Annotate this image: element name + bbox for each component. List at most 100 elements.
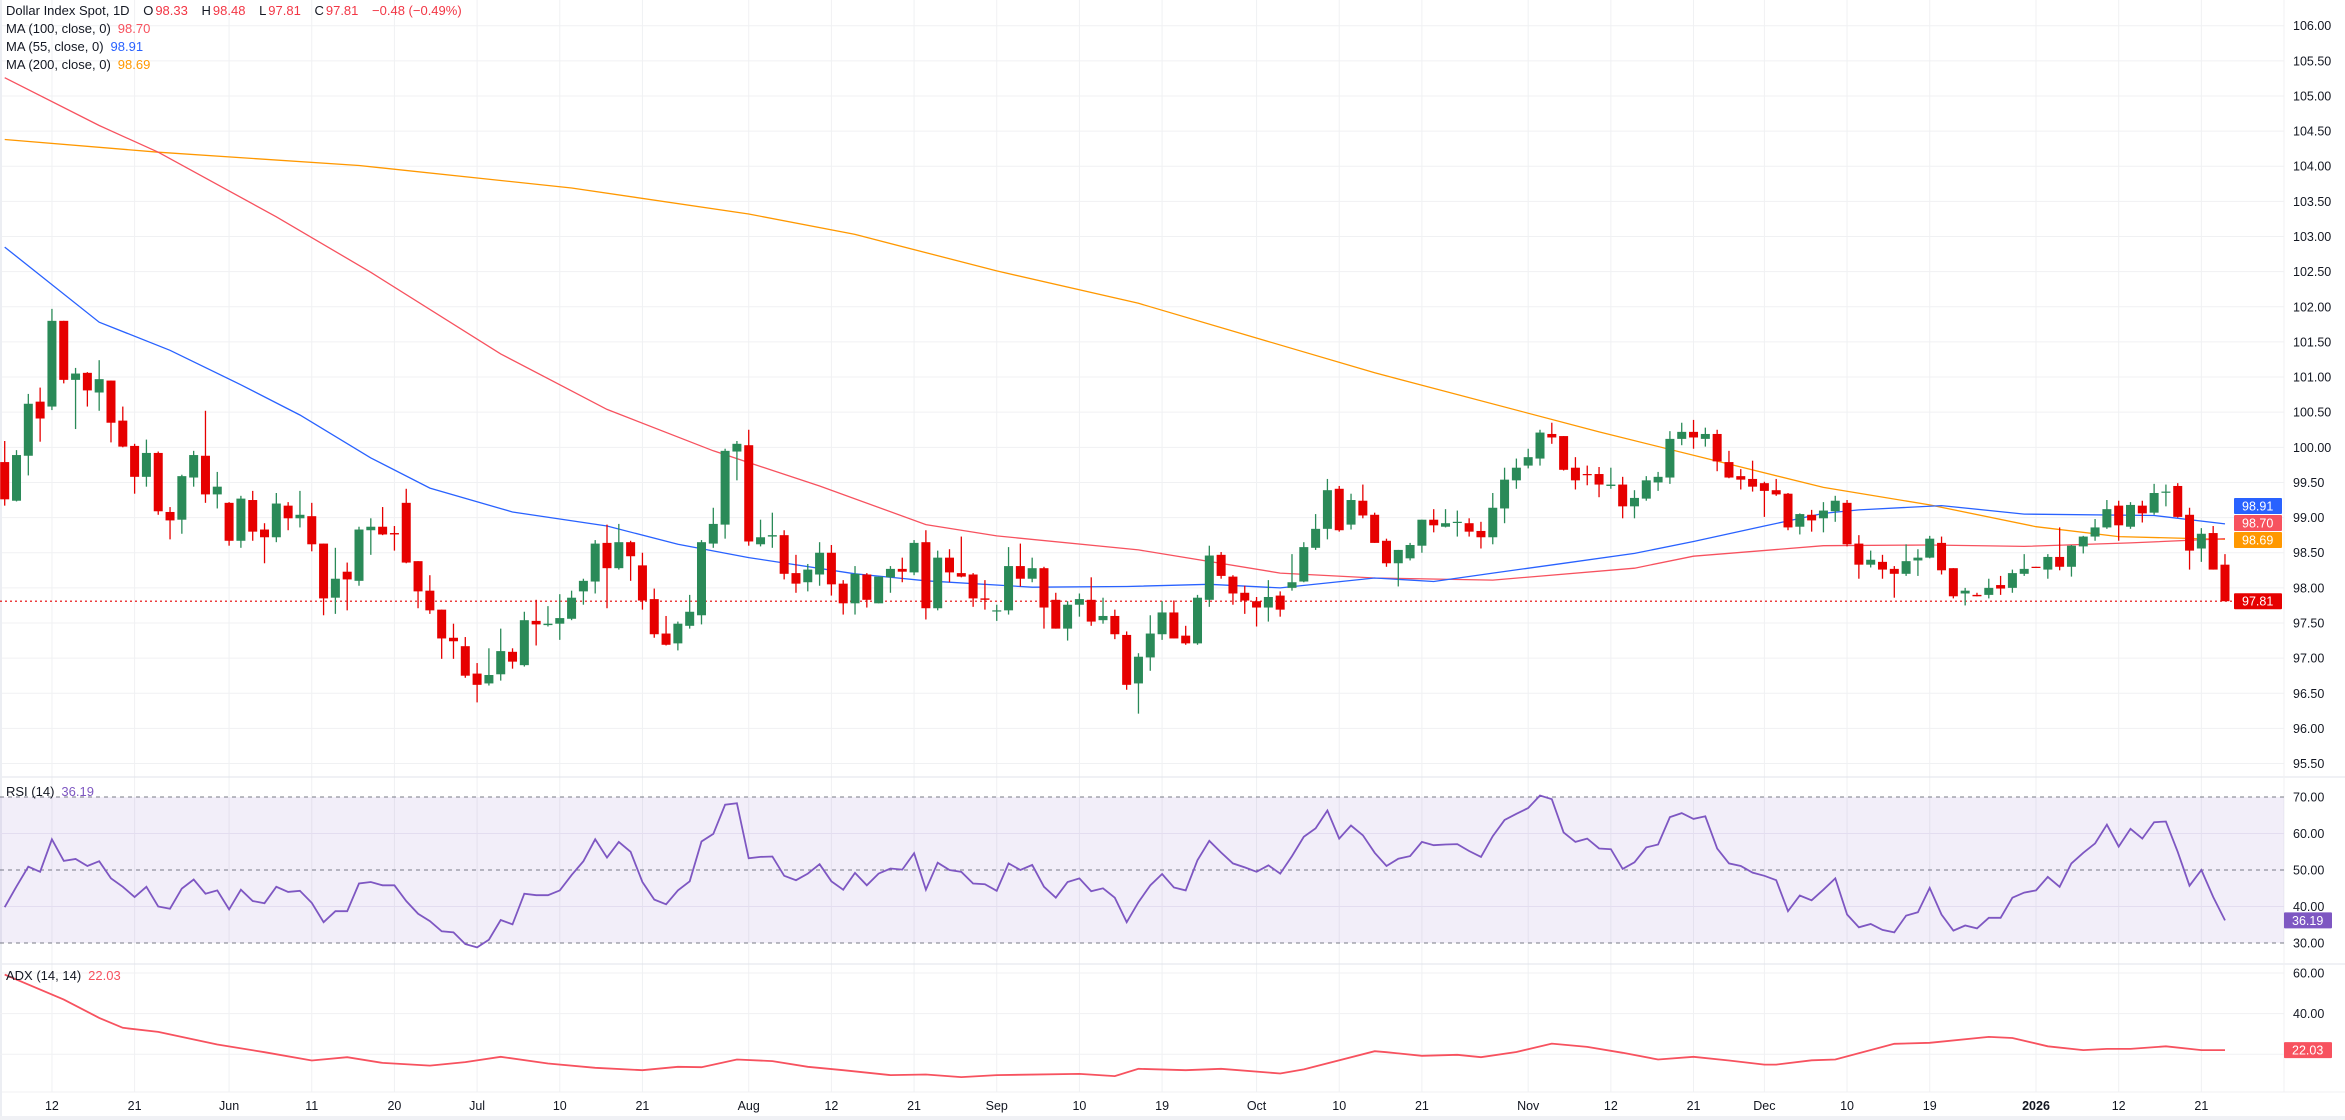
- candle[interactable]: [921, 530, 931, 620]
- candle[interactable]: [307, 502, 317, 552]
- candle[interactable]: [956, 536, 966, 578]
- candle[interactable]: [626, 540, 636, 581]
- candle[interactable]: [1594, 466, 1604, 498]
- candle[interactable]: [319, 543, 329, 616]
- candle[interactable]: [118, 406, 128, 448]
- candle[interactable]: [448, 623, 458, 659]
- candle[interactable]: [1370, 512, 1380, 543]
- candle[interactable]: [1181, 625, 1191, 645]
- candle[interactable]: [0, 440, 10, 506]
- candle-body[interactable]: [508, 651, 518, 662]
- candle[interactable]: [1311, 514, 1321, 550]
- candle-body[interactable]: [897, 568, 907, 572]
- candle-body[interactable]: [1381, 540, 1391, 564]
- candle-body[interactable]: [1074, 599, 1084, 605]
- candle[interactable]: [106, 380, 116, 443]
- ma55-legend[interactable]: MA (55, close, 0) 98.91: [6, 38, 145, 56]
- candle[interactable]: [815, 542, 825, 586]
- candle[interactable]: [531, 599, 541, 646]
- candle[interactable]: [1925, 535, 1935, 559]
- candle-body[interactable]: [1346, 500, 1356, 525]
- candle-body[interactable]: [448, 637, 458, 642]
- candle[interactable]: [330, 547, 340, 614]
- candle-body[interactable]: [1193, 597, 1203, 644]
- candle[interactable]: [1877, 554, 1887, 579]
- candle[interactable]: [649, 588, 659, 638]
- candle[interactable]: [1641, 476, 1651, 501]
- candle[interactable]: [637, 552, 647, 610]
- candle-body[interactable]: [992, 610, 1002, 612]
- candle[interactable]: [1618, 476, 1628, 519]
- candle[interactable]: [826, 544, 836, 596]
- candle[interactable]: [47, 308, 57, 411]
- candle[interactable]: [1287, 554, 1297, 591]
- candle[interactable]: [389, 526, 399, 551]
- candle-body[interactable]: [1547, 433, 1557, 438]
- candle[interactable]: [708, 507, 718, 548]
- candle[interactable]: [2102, 500, 2112, 529]
- candle[interactable]: [1476, 521, 1486, 549]
- candle[interactable]: [555, 594, 565, 640]
- candle[interactable]: [2185, 507, 2195, 570]
- candle[interactable]: [992, 604, 1002, 621]
- candle[interactable]: [1252, 596, 1262, 627]
- adx-label[interactable]: ADX (14, 14): [6, 968, 82, 983]
- candle-body[interactable]: [1618, 484, 1628, 507]
- candle[interactable]: [850, 566, 860, 615]
- candle[interactable]: [1098, 597, 1108, 624]
- candle-body[interactable]: [2055, 556, 2065, 567]
- candle[interactable]: [1759, 481, 1769, 517]
- candle-body[interactable]: [685, 611, 695, 626]
- candle[interactable]: [2126, 502, 2135, 529]
- candle-body[interactable]: [1429, 519, 1439, 526]
- candle[interactable]: [508, 648, 518, 669]
- candle-body[interactable]: [673, 623, 683, 644]
- candle-body[interactable]: [933, 557, 943, 609]
- candle-body[interactable]: [803, 569, 813, 583]
- candle-body[interactable]: [1370, 514, 1380, 543]
- candle-body[interactable]: [1216, 554, 1226, 576]
- candle[interactable]: [1464, 518, 1474, 537]
- candle[interactable]: [1228, 575, 1238, 605]
- candle[interactable]: [260, 523, 270, 564]
- candle-body[interactable]: [1157, 612, 1167, 635]
- candle-body[interactable]: [94, 379, 104, 393]
- candle-body[interactable]: [614, 542, 624, 569]
- candle-body[interactable]: [1240, 592, 1250, 601]
- symbol-legend[interactable]: Dollar Index Spot, 1D O 98.33 H 98.48 L 97.…: [6, 2, 464, 20]
- candle[interactable]: [1169, 600, 1179, 639]
- candle[interactable]: [496, 628, 506, 681]
- candle-body[interactable]: [1452, 521, 1462, 524]
- candle-body[interactable]: [1689, 431, 1699, 438]
- candle[interactable]: [909, 540, 919, 576]
- candle[interactable]: [130, 443, 140, 494]
- candle[interactable]: [236, 495, 246, 548]
- candle[interactable]: [779, 530, 789, 580]
- candle[interactable]: [756, 519, 766, 547]
- candle[interactable]: [82, 372, 92, 407]
- candle[interactable]: [791, 554, 801, 593]
- candle[interactable]: [543, 606, 553, 627]
- candle-body[interactable]: [1889, 568, 1899, 574]
- ma55-label[interactable]: MA (55, close, 0): [6, 39, 104, 54]
- candle-body[interactable]: [1004, 566, 1014, 611]
- candle-body[interactable]: [1629, 497, 1639, 507]
- candle-body[interactable]: [1665, 438, 1675, 478]
- candle[interactable]: [1771, 478, 1781, 496]
- candle-body[interactable]: [59, 320, 69, 380]
- candle-body[interactable]: [1842, 502, 1852, 545]
- candle-body[interactable]: [1972, 594, 1982, 597]
- candle-body[interactable]: [519, 620, 529, 666]
- candle-body[interactable]: [1322, 490, 1332, 529]
- candle-body[interactable]: [1736, 476, 1746, 480]
- candle[interactable]: [71, 367, 81, 430]
- candle-body[interactable]: [2007, 573, 2017, 588]
- candle-body[interactable]: [177, 476, 187, 520]
- candle-body[interactable]: [1960, 590, 1970, 594]
- candle-body[interactable]: [1311, 528, 1321, 548]
- candle[interactable]: [271, 492, 281, 543]
- candle[interactable]: [1629, 490, 1639, 519]
- candle[interactable]: [1830, 495, 1840, 522]
- candle[interactable]: [897, 557, 907, 583]
- candle-body[interactable]: [1984, 587, 1994, 595]
